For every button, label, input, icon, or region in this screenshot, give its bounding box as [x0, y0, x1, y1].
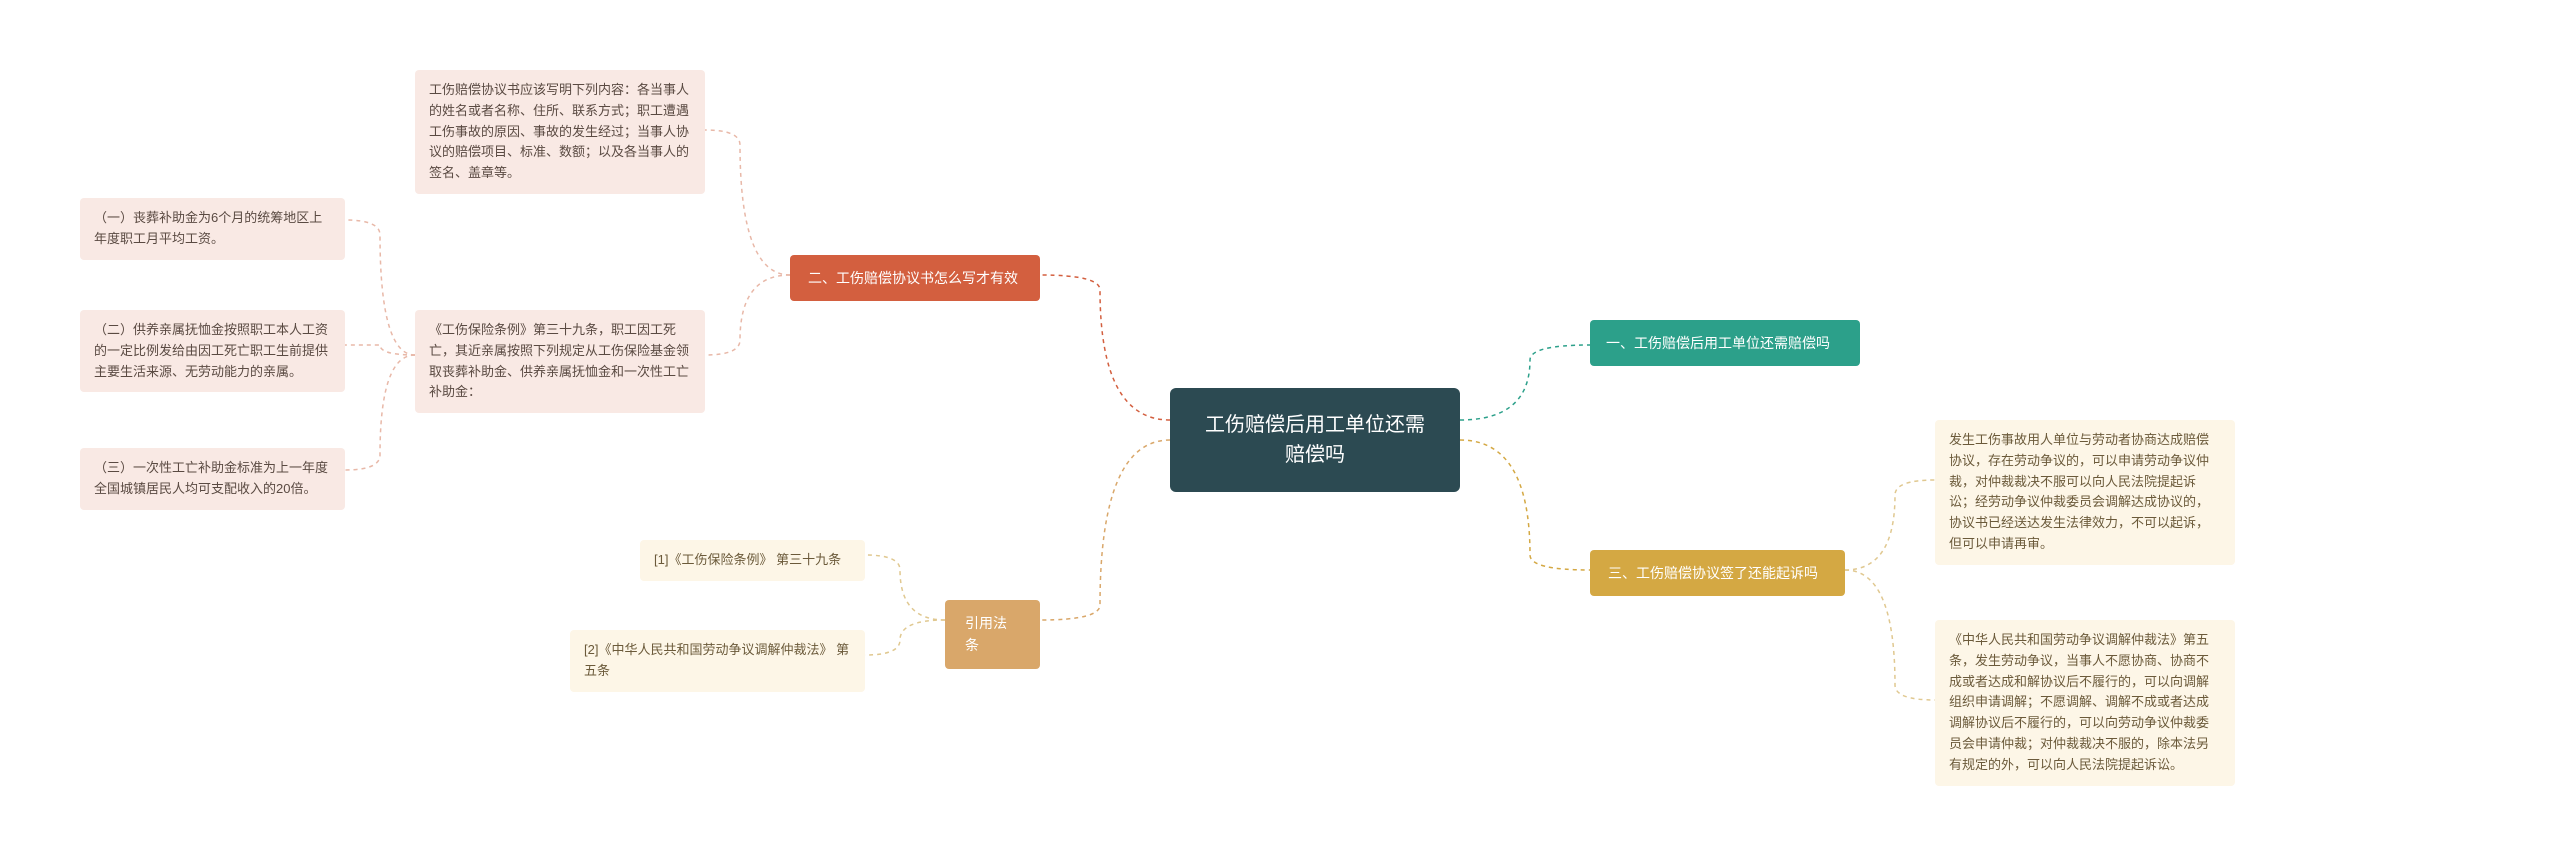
branch-2: 二、工伤赔偿协议书怎么写才有效 — [790, 255, 1040, 301]
leaf-9: [2]《中华人民共和国劳动争议调解仲裁法》 第五条 — [570, 630, 865, 692]
root-node: 工伤赔偿后用工单位还需赔偿吗 — [1170, 388, 1460, 492]
leaf-7: 《中华人民共和国劳动争议调解仲裁法》第五条，发生劳动争议，当事人不愿协商、协商不… — [1935, 620, 2235, 786]
leaf-3: （一）丧葬补助金为6个月的统筹地区上年度职工月平均工资。 — [80, 198, 345, 260]
leaf-4: （二）供养亲属抚恤金按照职工本人工资的一定比例发给由因工死亡职工生前提供主要生活… — [80, 310, 345, 392]
leaf-6: 发生工伤事故用人单位与劳动者协商达成赔偿协议，存在劳动争议的，可以申请劳动争议仲… — [1935, 420, 2235, 565]
branch-1: 一、工伤赔偿后用工单位还需赔偿吗 — [1590, 320, 1860, 366]
leaf-1: 工伤赔偿协议书应该写明下列内容：各当事人的姓名或者名称、住所、联系方式；职工遭遇… — [415, 70, 705, 194]
leaf-8: [1]《工伤保险条例》 第三十九条 — [640, 540, 865, 581]
branch-4: 引用法条 — [945, 600, 1040, 669]
leaf-2: 《工伤保险条例》第三十九条，职工因工死亡，其近亲属按照下列规定从工伤保险基金领取… — [415, 310, 705, 413]
branch-3: 三、工伤赔偿协议签了还能起诉吗 — [1590, 550, 1845, 596]
leaf-5: （三）一次性工亡补助金标准为上一年度全国城镇居民人均可支配收入的20倍。 — [80, 448, 345, 510]
